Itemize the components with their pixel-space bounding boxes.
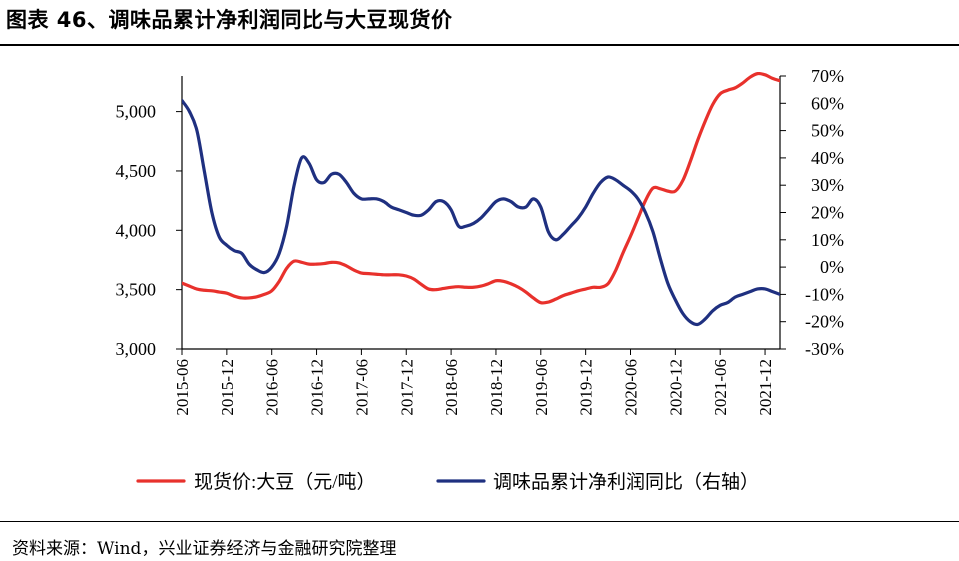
right-tick-label: 40% [811, 148, 844, 168]
x-tick-label: 2015-06 [173, 359, 192, 416]
left-tick-label: 5,000 [116, 102, 157, 122]
legend-label: 调味品累计净利润同比（右轴） [493, 471, 759, 493]
chart-axes: 3,000 3,500 4,000 4,500 5,000 -30% -20% -10% 0% 1… [116, 66, 845, 416]
x-tick-label: 2017-12 [397, 359, 416, 416]
chart-legend: 现货价:大豆（元/吨） 调味品累计净利润同比（右轴） [136, 471, 759, 493]
legend-label: 现货价:大豆（元/吨） [194, 471, 376, 493]
right-tick-label: 70% [811, 66, 844, 86]
series-line-condiment-profit [182, 98, 780, 327]
chart-title: 图表 46、调味品累计净利润同比与大豆现货价 [6, 8, 453, 32]
right-tick-label: 10% [811, 230, 844, 250]
right-tick-label: 0% [820, 257, 844, 277]
x-tick-label: 2015-12 [218, 359, 237, 416]
left-tick-label: 4,000 [116, 220, 157, 240]
series-line-soybean-price [182, 72, 780, 305]
x-tick-label: 2016-12 [308, 359, 327, 416]
right-tick-label: 60% [811, 93, 844, 113]
x-tick-label: 2020-12 [666, 359, 685, 416]
source-note: 资料来源：Wind，兴业证券经济与金融研究院整理 [12, 539, 397, 559]
footer-rule [0, 521, 959, 522]
x-tick-label: 2019-12 [577, 359, 596, 416]
right-tick-label: 20% [811, 203, 844, 223]
title-rule [0, 44, 959, 46]
right-tick-label: 30% [811, 175, 844, 195]
x-tick-label: 2021-12 [756, 359, 775, 416]
x-tick-label: 2018-06 [442, 359, 461, 416]
left-tick-label: 3,000 [116, 339, 157, 359]
legend-item-soybean-price: 现货价:大豆（元/吨） [136, 471, 376, 493]
x-tick-label: 2018-12 [487, 359, 506, 416]
left-tick-label: 4,500 [116, 161, 157, 181]
x-tick-label: 2017-06 [352, 359, 371, 416]
left-tick-label: 3,500 [116, 280, 157, 300]
x-tick-label: 2020-06 [622, 359, 641, 416]
chart-lines [182, 72, 780, 327]
right-tick-label: 50% [811, 121, 844, 141]
x-tick-label: 2016-06 [263, 359, 282, 416]
right-tick-label: -10% [805, 284, 844, 304]
right-tick-label: -20% [805, 312, 844, 332]
x-tick-label: 2021-06 [711, 359, 730, 416]
legend-item-condiment-profit: 调味品累计净利润同比（右轴） [436, 471, 759, 493]
right-tick-label: -30% [805, 339, 844, 359]
chart-canvas: 3,000 3,500 4,000 4,500 5,000 -30% -20% -10% 0% 1… [116, 66, 845, 493]
x-tick-label: 2019-06 [532, 359, 551, 416]
